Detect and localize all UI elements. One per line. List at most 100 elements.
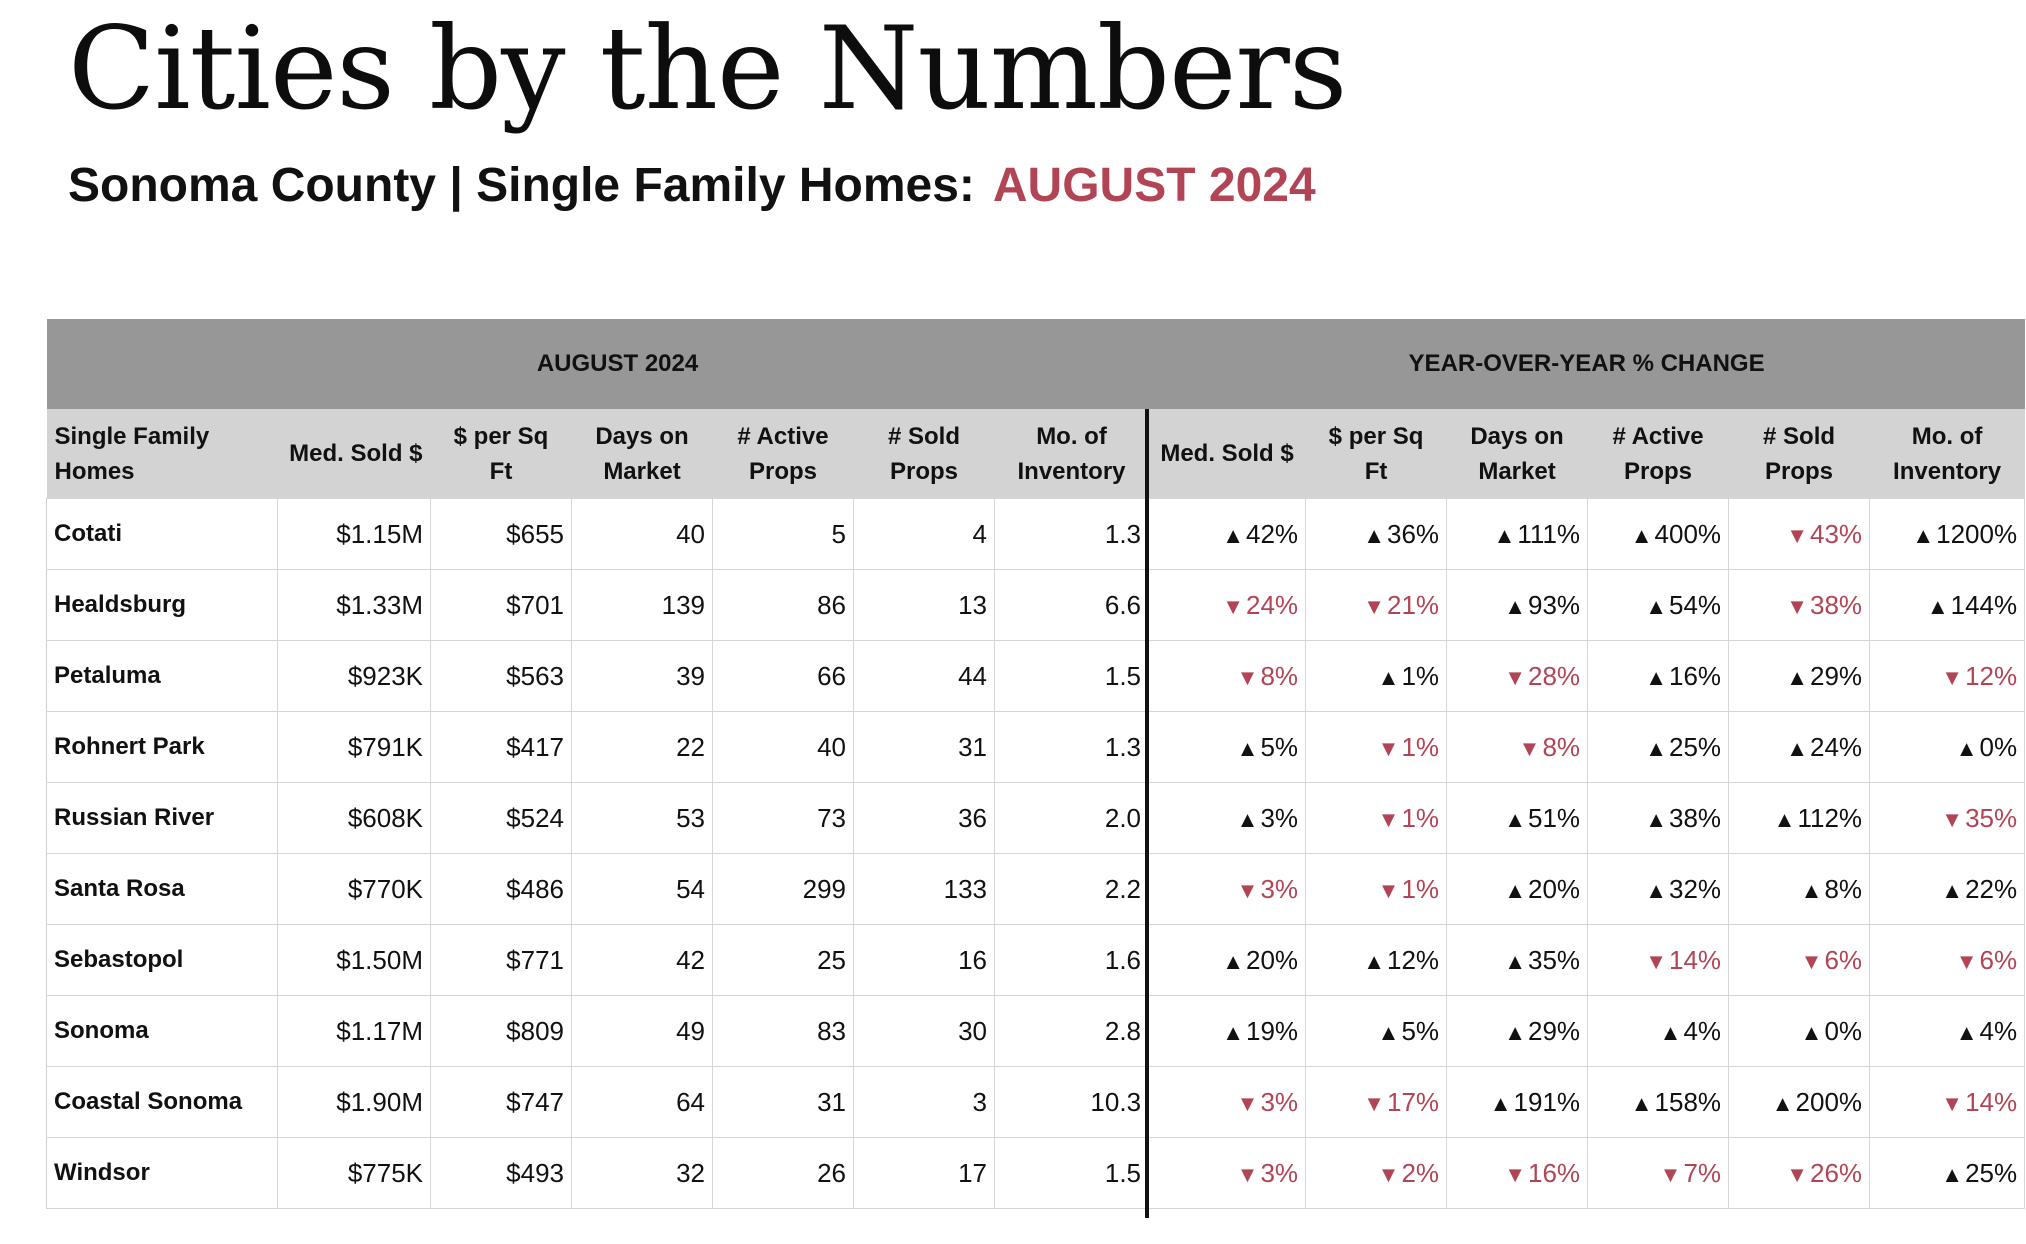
cell-yoy-change: ▲0%: [1728, 995, 1871, 1067]
down-arrow-icon: ▼: [1941, 664, 1964, 690]
yoy-value: 0%: [1979, 731, 2018, 762]
table-row: Sebastopol $1.50M $771 42 25 16 1.6 ▲20% ▲12% ▲35…: [46, 924, 2026, 996]
subtitle-prefix: Sonoma County | Single Family Homes:: [68, 159, 975, 212]
down-arrow-icon: ▼: [1377, 877, 1400, 903]
cell-yoy-change: ▲24%: [1728, 711, 1871, 783]
up-arrow-icon: ▲: [1912, 522, 1935, 548]
cell-med-sold: $1.90M: [277, 1066, 431, 1138]
yoy-value: 14%: [1965, 1086, 2018, 1117]
cell-active: 31: [712, 1066, 854, 1138]
cell-ppsf: $771: [430, 924, 572, 996]
group-header-yoy: YEAR-OVER-YEAR % CHANGE: [1148, 319, 2025, 409]
cell-yoy-change: ▼2%: [1305, 1137, 1448, 1209]
down-arrow-icon: ▼: [1236, 1161, 1259, 1187]
up-arrow-icon: ▲: [1504, 593, 1526, 619]
cell-yoy-change: ▲20%: [1446, 853, 1589, 925]
up-arrow-icon: ▲: [1504, 1019, 1526, 1045]
city-name: Windsor: [46, 1137, 278, 1209]
cell-yoy-change: ▼3%: [1148, 1137, 1307, 1209]
cell-med-sold: $1.33M: [277, 569, 431, 641]
yoy-value: 12%: [1386, 944, 1440, 975]
cell-med-sold: $1.50M: [277, 924, 431, 996]
cell-yoy-change: ▼7%: [1587, 1137, 1730, 1209]
yoy-value: 0%: [1824, 1015, 1863, 1046]
yoy-value: 5%: [1260, 731, 1299, 762]
cell-yoy-change: ▲36%: [1305, 498, 1448, 570]
yoy-value: 4%: [1683, 1015, 1722, 1046]
cell-yoy-change: ▲1200%: [1869, 498, 2026, 570]
yoy-value: 5%: [1401, 1015, 1440, 1046]
column-header-yoy-inventory: Mo. of Inventory: [1869, 409, 2025, 499]
up-arrow-icon: ▲: [1236, 735, 1259, 761]
yoy-value: 35%: [1527, 944, 1581, 975]
cell-inventory: 10.3: [993, 1066, 1150, 1138]
cell-yoy-change: ▲200%: [1728, 1066, 1871, 1138]
column-header-ppsf: $ per Sq Ft: [430, 409, 572, 499]
cell-sold: 4: [853, 498, 995, 570]
yoy-value: 29%: [1809, 660, 1863, 691]
cell-active: 26: [712, 1137, 854, 1209]
group-header-row: AUGUST 2024 YEAR-OVER-YEAR % CHANGE: [46, 319, 2025, 409]
yoy-value: 3%: [1260, 1086, 1299, 1117]
up-arrow-icon: ▲: [1786, 664, 1808, 690]
cell-sold: 133: [853, 853, 995, 925]
down-arrow-icon: ▼: [1377, 735, 1400, 761]
cell-dom: 64: [571, 1066, 713, 1138]
up-arrow-icon: ▲: [1630, 522, 1653, 548]
yoy-value: 21%: [1386, 589, 1440, 620]
cell-sold: 30: [853, 995, 995, 1067]
down-arrow-icon: ▼: [1955, 948, 1978, 974]
down-arrow-icon: ▼: [1377, 806, 1400, 832]
up-arrow-icon: ▲: [1363, 948, 1385, 974]
down-arrow-icon: ▼: [1941, 806, 1964, 832]
column-header-row: Single Family Homes Med. Sold $ $ per Sq F…: [46, 409, 2025, 499]
cell-ppsf: $493: [430, 1137, 572, 1209]
cell-yoy-change: ▼16%: [1446, 1137, 1589, 1209]
cell-dom: 22: [571, 711, 713, 783]
cell-dom: 54: [571, 853, 713, 925]
column-header-city: Single Family Homes: [46, 409, 278, 499]
cell-dom: 53: [571, 782, 713, 854]
up-arrow-icon: ▲: [1489, 1090, 1512, 1116]
cell-active: 73: [712, 782, 854, 854]
table-row: Sonoma $1.17M $809 49 83 30 2.8 ▲19% ▲5% ▲29% ▲4% ▲…: [46, 995, 2026, 1067]
yoy-value: 93%: [1527, 589, 1581, 620]
cell-yoy-change: ▲191%: [1446, 1066, 1589, 1138]
cell-active: 83: [712, 995, 854, 1067]
cell-ppsf: $701: [430, 569, 572, 641]
cell-yoy-change: ▼1%: [1305, 853, 1448, 925]
down-arrow-icon: ▼: [1236, 1090, 1259, 1116]
yoy-value: 19%: [1245, 1015, 1299, 1046]
yoy-value: 112%: [1797, 802, 1863, 833]
cell-active: 66: [712, 640, 854, 712]
up-arrow-icon: ▲: [1955, 1019, 1978, 1045]
cell-yoy-change: ▲51%: [1446, 782, 1589, 854]
table-row: Coastal Sonoma $1.90M $747 64 31 3 10.3 ▼3% ▼17%…: [46, 1066, 2026, 1138]
table-row: Russian River $608K $524 53 73 36 2.0 ▲3% ▼1% ▲51…: [46, 782, 2026, 854]
up-arrow-icon: ▲: [1800, 877, 1823, 903]
table-body: Cotati $1.15M $655 40 5 4 1.3 ▲42% ▲36% ▲111% ▲400…: [46, 498, 2026, 1209]
yoy-value: 191%: [1513, 1086, 1581, 1117]
cell-yoy-change: ▲111%: [1446, 498, 1589, 570]
cell-yoy-change: ▲32%: [1587, 853, 1730, 925]
cell-sold: 17: [853, 1137, 995, 1209]
yoy-value: 6%: [1979, 944, 2018, 975]
table-row: Cotati $1.15M $655 40 5 4 1.3 ▲42% ▲36% ▲111% ▲400…: [46, 498, 2026, 570]
up-arrow-icon: ▲: [1363, 522, 1385, 548]
cell-active: 40: [712, 711, 854, 783]
yoy-value: 4%: [1979, 1015, 2018, 1046]
yoy-value: 24%: [1245, 589, 1299, 620]
yoy-value: 6%: [1824, 944, 1863, 975]
cell-inventory: 1.5: [993, 1137, 1150, 1209]
yoy-value: 16%: [1668, 660, 1722, 691]
up-arrow-icon: ▲: [1926, 593, 1949, 619]
yoy-value: 3%: [1260, 802, 1299, 833]
cell-ppsf: $809: [430, 995, 572, 1067]
cell-sold: 16: [853, 924, 995, 996]
down-arrow-icon: ▼: [1645, 948, 1667, 974]
cell-inventory: 1.3: [993, 498, 1150, 570]
up-arrow-icon: ▲: [1645, 664, 1667, 690]
cell-inventory: 1.3: [993, 711, 1150, 783]
yoy-value: 20%: [1527, 873, 1581, 904]
table-row: Santa Rosa $770K $486 54 299 133 2.2 ▼3% ▼1% ▲20%…: [46, 853, 2026, 925]
